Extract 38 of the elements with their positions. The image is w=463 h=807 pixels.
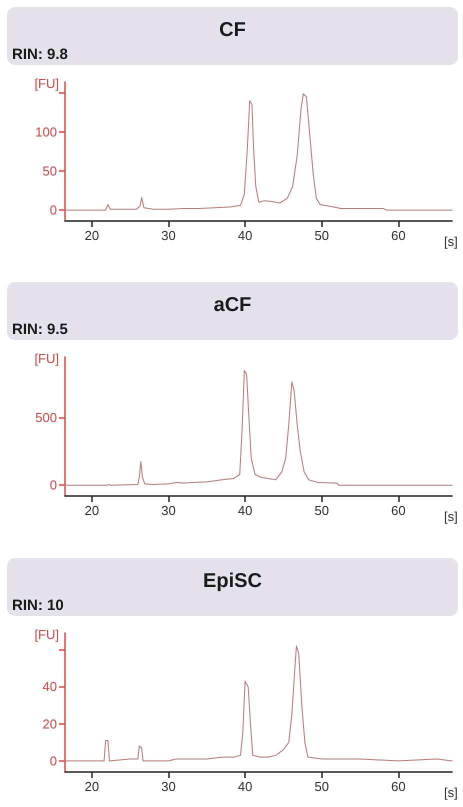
chart-title: EpiSC <box>202 570 263 593</box>
chart-title: CF <box>218 19 247 42</box>
y-axis-title: [FU] <box>34 627 59 642</box>
y-tick-label: 0 <box>50 478 57 493</box>
x-tick-label: 50 <box>314 228 329 243</box>
y-axis-title: [FU] <box>34 76 59 91</box>
x-axis-title: [s] <box>444 785 458 800</box>
y-tick-label: 20 <box>42 716 57 732</box>
x-tick-label: 20 <box>84 503 100 518</box>
y-tick-label: 50 <box>42 164 57 179</box>
y-tick-label: 100 <box>35 124 57 140</box>
x-tick-label: 40 <box>238 503 252 518</box>
y-tick-label: 40 <box>42 679 57 694</box>
y-tick-label: 500 <box>35 410 57 426</box>
line-series <box>64 93 452 211</box>
y-tick-label: 0 <box>50 753 57 768</box>
x-tick-label: 20 <box>84 228 100 243</box>
x-tick-label: 30 <box>161 779 176 794</box>
x-tick-label: 60 <box>391 503 406 518</box>
x-axis-title: [s] <box>444 234 458 249</box>
x-tick-label: 60 <box>391 228 406 243</box>
chart-title: aCF <box>212 294 252 317</box>
x-tick-label: 40 <box>238 228 252 243</box>
x-axis-title: [s] <box>444 509 458 524</box>
x-tick-label: 50 <box>314 779 329 794</box>
x-tick-label: 60 <box>391 779 406 794</box>
x-tick-label: 30 <box>161 228 176 243</box>
x-tick-label: 30 <box>161 503 176 518</box>
text: RIN: 10 <box>12 597 64 614</box>
line-series <box>64 370 452 486</box>
y-tick-label: 0 <box>50 202 57 218</box>
x-tick-label: 50 <box>314 503 329 518</box>
x-tick-label: 20 <box>84 779 100 794</box>
y-axis-title: [FU] <box>34 351 59 366</box>
text: RIN: 9.5 <box>12 321 68 338</box>
text: RIN: 9.8 <box>12 46 68 63</box>
x-tick-label: 40 <box>238 779 252 794</box>
line-series <box>64 645 452 762</box>
